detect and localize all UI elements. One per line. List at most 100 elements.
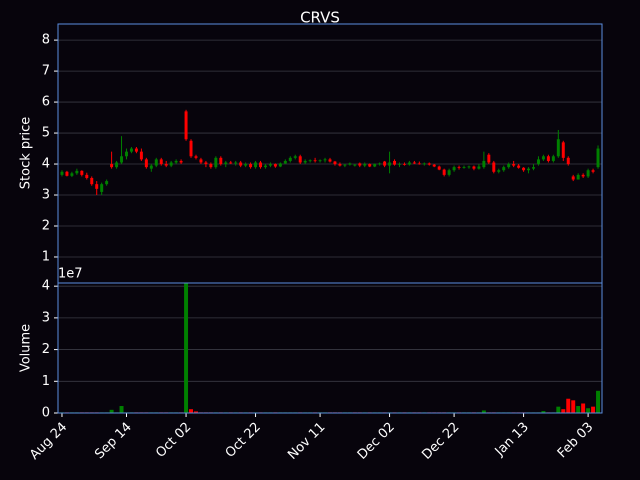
candle-body xyxy=(214,157,218,168)
candle-body xyxy=(487,154,491,163)
candle-body xyxy=(383,161,387,166)
candle-body xyxy=(596,148,600,168)
candle-body xyxy=(522,167,526,171)
candle-body xyxy=(447,170,451,175)
volume-bar xyxy=(571,400,576,413)
y-tick-label: 1 xyxy=(42,249,50,264)
candle-body xyxy=(159,159,163,165)
y-tick-label: 4 xyxy=(42,279,50,294)
axes-frame xyxy=(57,282,603,414)
candle-body xyxy=(363,164,367,166)
candle-body xyxy=(502,167,506,171)
candle-body xyxy=(308,160,312,162)
candle-body xyxy=(139,151,143,160)
candle-body xyxy=(551,156,555,161)
candle-body xyxy=(249,164,253,168)
volume-bar xyxy=(566,398,571,413)
candle-body xyxy=(298,156,302,163)
candle-body xyxy=(512,164,516,166)
candle-body xyxy=(368,164,372,167)
candle-body xyxy=(472,166,476,169)
candle-body xyxy=(566,157,570,165)
candle-body xyxy=(482,160,486,168)
candle-body xyxy=(576,174,580,180)
candle-body xyxy=(273,164,277,167)
offset-label: 1e7 xyxy=(58,267,83,282)
candle-body xyxy=(184,111,188,140)
y-tick-label: 5 xyxy=(42,126,50,141)
candle-body xyxy=(333,161,337,165)
candle-body xyxy=(532,167,535,169)
candle-body xyxy=(581,174,585,177)
y-tick-label: 2 xyxy=(42,218,50,233)
candle-body xyxy=(561,142,565,158)
candle-body xyxy=(586,170,590,177)
candle-body xyxy=(323,159,327,161)
candle-body xyxy=(278,163,282,167)
candle-body xyxy=(457,167,461,168)
candle-body xyxy=(417,163,421,165)
candle-body xyxy=(105,181,109,185)
candle-body xyxy=(60,171,64,175)
candle-body xyxy=(452,167,456,171)
candle-body xyxy=(254,162,258,168)
candle-body xyxy=(179,160,183,163)
volume-bar xyxy=(119,406,124,413)
candle-body xyxy=(259,162,262,168)
candle-body xyxy=(427,163,431,165)
candle-body xyxy=(378,163,382,165)
candle-body xyxy=(338,164,342,166)
candle-body xyxy=(497,170,501,172)
candle-body xyxy=(293,156,297,158)
volume-bar xyxy=(109,409,114,413)
candle-body xyxy=(541,156,545,160)
y-tick-label: 8 xyxy=(42,33,50,48)
candle-body xyxy=(373,164,377,167)
candle-body xyxy=(199,159,203,163)
candle-body xyxy=(556,139,560,157)
candle-body xyxy=(144,159,148,168)
volume-bar xyxy=(189,409,194,413)
candle-body xyxy=(70,173,74,176)
y-tick-label: 6 xyxy=(42,95,50,110)
candle-body xyxy=(219,157,223,165)
y-tick-label: 0 xyxy=(42,406,50,421)
candle-body xyxy=(154,159,158,166)
candle-body xyxy=(65,171,69,176)
candle-body xyxy=(239,162,243,166)
volume-bar xyxy=(184,283,189,413)
candle-body xyxy=(268,164,272,166)
candle-body xyxy=(110,164,114,168)
candle-body xyxy=(328,159,332,162)
candle-body xyxy=(353,164,357,166)
candle-body xyxy=(348,163,352,165)
candle-body xyxy=(288,157,292,161)
candle-body xyxy=(303,160,307,163)
candle-body xyxy=(467,166,471,168)
candle-body xyxy=(571,176,575,180)
candle-body xyxy=(462,167,466,168)
candle-body xyxy=(591,170,595,172)
volume-bar xyxy=(561,409,566,413)
candle-body xyxy=(263,165,267,168)
candle-body xyxy=(120,156,124,163)
candle-body xyxy=(224,162,228,165)
y-tick-label: 3 xyxy=(42,310,50,325)
y-tick-label: 1 xyxy=(42,374,50,389)
candle-body xyxy=(402,164,406,165)
candle-body xyxy=(234,162,238,164)
candle-body xyxy=(194,156,198,158)
candle-body xyxy=(174,160,178,163)
candle-body xyxy=(313,160,317,162)
candle-body xyxy=(169,162,173,166)
candle-body xyxy=(546,156,550,161)
candle-body xyxy=(149,165,153,169)
y-axis-label: Volume xyxy=(19,324,34,372)
candle-body xyxy=(189,140,193,157)
candle-body xyxy=(244,164,248,166)
candle-body xyxy=(318,160,322,162)
candle-body xyxy=(398,164,401,165)
candle-body xyxy=(432,164,436,167)
candle-body xyxy=(343,164,347,166)
